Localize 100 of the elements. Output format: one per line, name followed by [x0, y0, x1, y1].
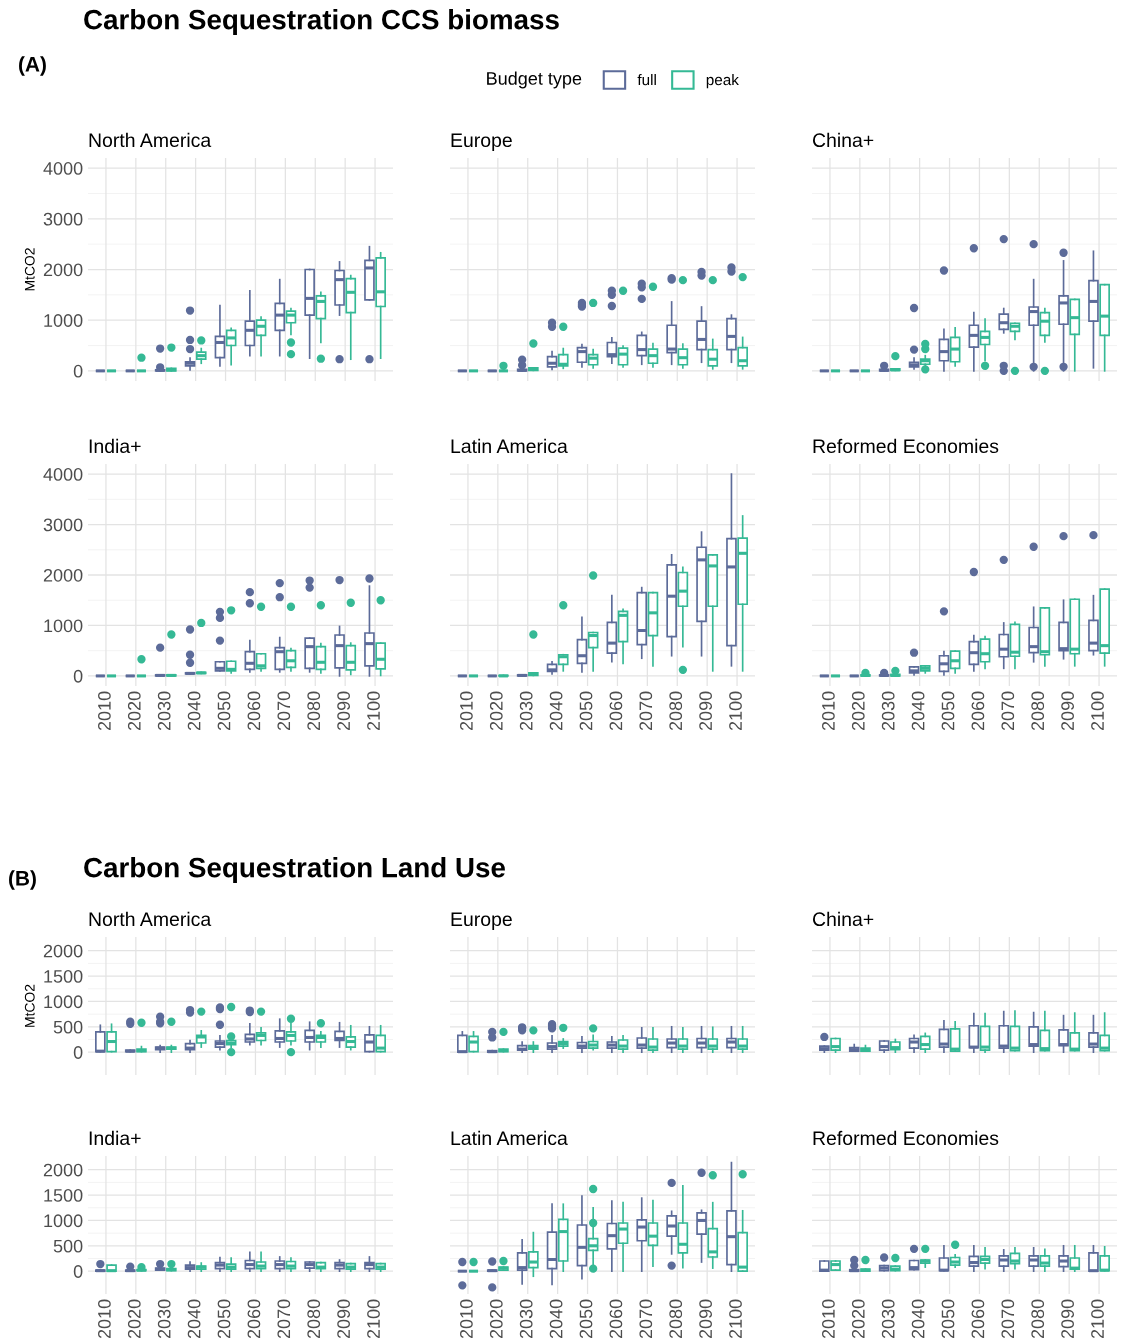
x-tick-label: 2060: [247, 691, 261, 731]
x-tick-label: 2040: [187, 691, 201, 731]
x-tick-label: 2040: [911, 691, 925, 731]
x-tick-label: 2060: [609, 691, 623, 731]
x-tick-label: 2020: [489, 1299, 503, 1339]
x-tick-label: 2070: [1001, 1299, 1015, 1339]
y-tick-label: 1000: [44, 314, 83, 327]
y-axis-title: MtCO2: [24, 984, 35, 1027]
chart-title: India+: [89, 1130, 141, 1146]
x-tick-label: 2030: [157, 691, 171, 731]
text: (A): [19, 56, 46, 76]
chart-title: India+: [89, 438, 141, 454]
chart-title: North America: [89, 132, 212, 148]
x-tick-label: 2080: [1031, 1299, 1045, 1339]
x-tick-label: 2030: [881, 1299, 895, 1339]
x-tick-label: 2020: [851, 691, 865, 731]
text: Carbon Sequestration Land Use: [84, 857, 505, 883]
y-tick-label: 1000: [44, 619, 83, 633]
x-tick-label: 2100: [367, 1299, 380, 1339]
x-tick-label: 2090: [1061, 1299, 1074, 1339]
x-tick-label: 2040: [911, 1299, 925, 1339]
y-tick-label: 1000: [44, 1214, 83, 1228]
x-tick-label: 2020: [127, 1299, 141, 1339]
y-tick-label: 3000: [43, 518, 83, 532]
y-tick-label: 2000: [43, 1163, 83, 1177]
chart-title: Latin America: [451, 438, 568, 454]
x-tick-label: 2020: [489, 691, 503, 731]
y-tick-label: 0: [73, 1046, 83, 1059]
x-tick-label: 2060: [609, 1299, 623, 1339]
chart-title: China+: [812, 132, 874, 148]
x-tick-label: 2080: [1031, 691, 1045, 731]
x-tick-label: 2070: [639, 1299, 653, 1339]
chart-title: Reformed Economies: [813, 438, 999, 454]
x-tick-label: 2020: [127, 691, 141, 731]
x-tick-label: 2020: [851, 1299, 865, 1339]
x-tick-label: 2010: [822, 1299, 835, 1339]
y-tick-label: 3000: [43, 212, 83, 226]
x-tick-label: 2030: [157, 1299, 171, 1339]
x-tick-label: 2060: [971, 1299, 985, 1339]
x-tick-label: 2040: [549, 1299, 563, 1339]
y-tick-label: 0: [73, 669, 83, 683]
chart-title: Latin America: [451, 1130, 568, 1146]
x-tick-label: 2050: [217, 1299, 231, 1339]
x-tick-label: 2080: [307, 691, 321, 731]
x-tick-label: 2040: [187, 1299, 201, 1339]
y-tick-label: 2000: [43, 263, 83, 277]
y-tick-label: 1000: [44, 995, 83, 1009]
x-tick-label: 2070: [277, 691, 291, 731]
x-tick-label: 2060: [971, 691, 985, 731]
x-tick-label: 2010: [460, 1299, 473, 1339]
y-tick-label: 4000: [43, 162, 83, 175]
legend-label: full: [637, 74, 656, 86]
x-tick-label: 2070: [1001, 691, 1015, 731]
x-tick-label: 2050: [579, 1299, 593, 1339]
y-tick-label: 1500: [44, 1189, 83, 1202]
x-tick-label: 2010: [98, 1299, 111, 1339]
x-tick-label: 2080: [669, 1299, 683, 1339]
chart-title: Europe: [451, 912, 512, 930]
x-tick-label: 2100: [1091, 1299, 1104, 1339]
x-tick-label: 2050: [217, 691, 231, 731]
x-tick-label: 2080: [307, 1299, 321, 1339]
x-tick-label: 2010: [822, 691, 835, 731]
chart-title: Europe: [451, 133, 512, 151]
y-tick-label: 500: [53, 1020, 83, 1034]
x-tick-label: 2090: [699, 1299, 712, 1339]
text: Carbon Sequestration CCS biomass: [84, 9, 559, 35]
x-tick-label: 2090: [699, 691, 712, 731]
legend-title: Budget type: [487, 71, 582, 89]
x-tick-label: 2090: [337, 691, 350, 731]
x-tick-label: 2010: [460, 691, 473, 731]
x-tick-label: 2090: [1061, 691, 1074, 731]
chart-title: North America: [89, 911, 212, 927]
x-tick-label: 2030: [519, 1299, 533, 1339]
chart-title: China+: [812, 911, 874, 927]
x-tick-label: 2050: [941, 691, 955, 731]
y-axis-title: MtCO2: [24, 248, 35, 291]
chart-title: Reformed Economies: [813, 1130, 999, 1146]
x-tick-label: 2070: [639, 691, 653, 731]
x-tick-label: 2100: [1091, 691, 1104, 731]
y-tick-label: 1500: [44, 970, 83, 983]
x-tick-label: 2070: [277, 1299, 291, 1339]
x-tick-label: 2040: [549, 691, 563, 731]
y-tick-label: 2000: [43, 568, 83, 582]
text: (B): [9, 870, 36, 890]
x-tick-label: 2030: [881, 691, 895, 731]
y-tick-label: 4000: [43, 468, 83, 481]
legend-label: peak: [706, 74, 739, 89]
x-tick-label: 2050: [579, 691, 593, 731]
y-tick-label: 500: [53, 1239, 83, 1253]
x-tick-label: 2060: [247, 1299, 261, 1339]
x-tick-label: 2030: [519, 691, 533, 731]
x-tick-label: 2100: [729, 1299, 742, 1339]
x-tick-label: 2100: [367, 691, 380, 731]
x-tick-label: 2080: [669, 691, 683, 731]
x-tick-label: 2090: [337, 1299, 350, 1339]
x-tick-label: 2050: [941, 1299, 955, 1339]
y-tick-label: 0: [73, 364, 83, 378]
x-tick-label: 2010: [98, 691, 111, 731]
y-tick-label: 2000: [43, 944, 83, 958]
y-tick-label: 0: [73, 1265, 83, 1278]
